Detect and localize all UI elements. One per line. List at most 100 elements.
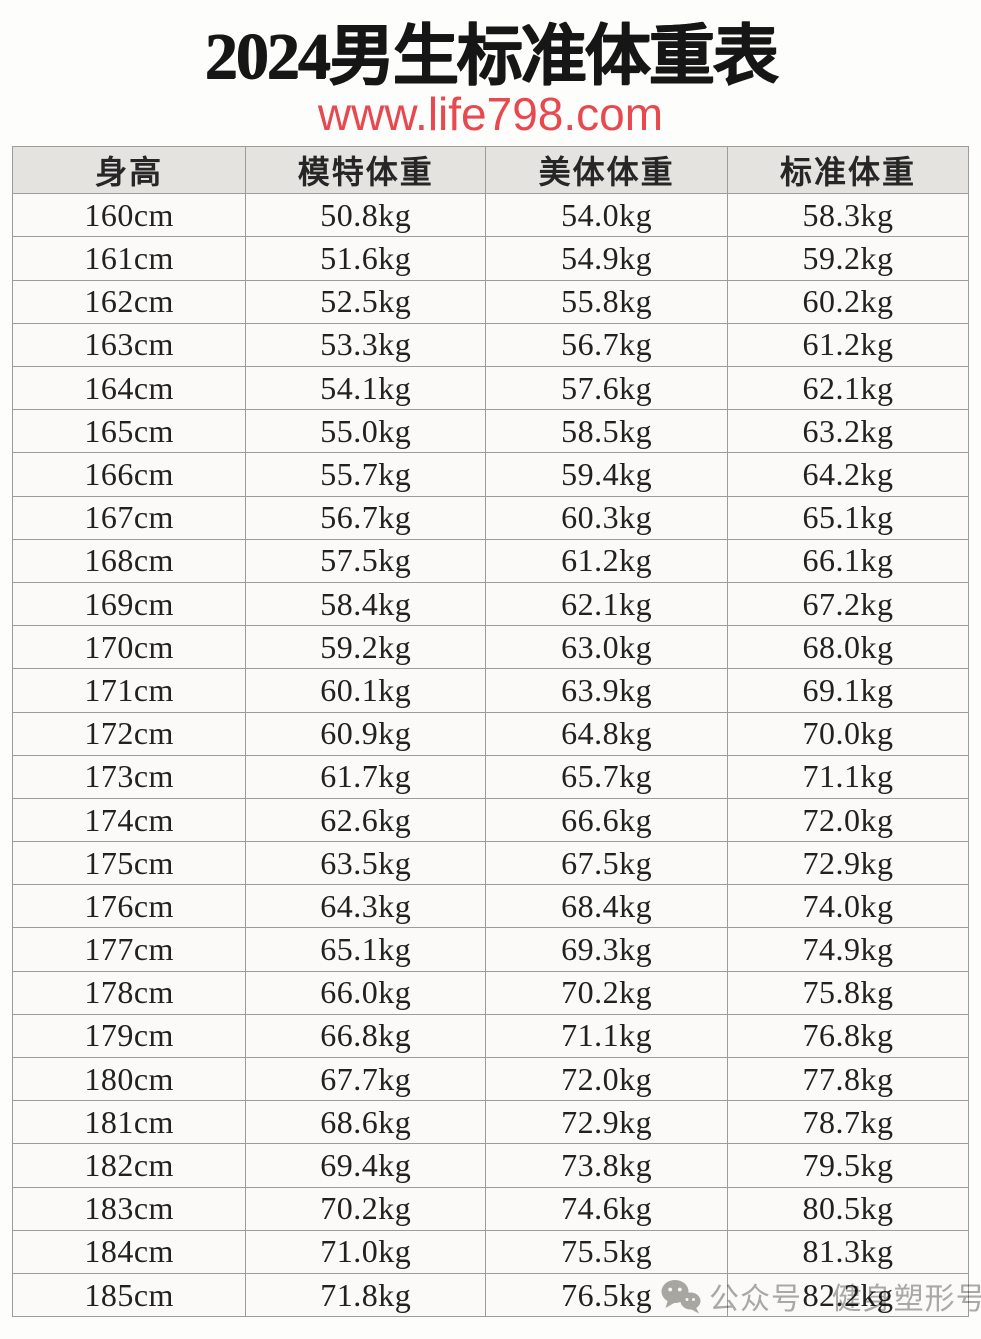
height-cell: 160cm [11,193,247,238]
standard-weight-cell: 72.0kg [727,797,969,843]
height-cell: 174cm [11,797,247,843]
height-cell: 180cm [11,1057,247,1102]
standard-weight-cell: 76.8kg [727,1013,969,1059]
beauty-weight-cell: 62.1kg [485,581,729,627]
model-weight-cell: 68.6kg [245,1100,487,1145]
standard-weight-cell: 81.3kg [727,1229,969,1274]
model-weight-cell: 51.6kg [245,236,487,281]
height-cell: 176cm [11,884,247,929]
model-weight-cell: 69.4kg [245,1143,487,1188]
model-weight-cell: 59.2kg [245,625,487,670]
table-row: 175cm 63.5kg 67.5kg 72.9kg [11,841,969,886]
standard-weight-cell: 82.2kg [727,1272,969,1318]
beauty-weight-cell: 70.2kg [485,970,729,1015]
table-row: 172cm 60.9kg 64.8kg 70.0kg [11,711,969,756]
model-weight-cell: 64.3kg [245,884,487,929]
height-cell: 165cm [11,409,247,454]
website-url: www.life798.com [317,88,664,141]
standard-weight-cell: 80.5kg [727,1186,969,1231]
table-row: 168cm 57.5kg 61.2kg 66.1kg [11,538,969,583]
table-row: 179cm 66.8kg 71.1kg 76.8kg [11,1013,969,1059]
beauty-weight-cell: 56.7kg [485,322,729,368]
standard-weight-cell: 64.2kg [727,452,969,497]
beauty-weight-cell: 75.5kg [485,1229,729,1274]
model-weight-cell: 50.8kg [245,193,487,238]
model-weight-cell: 71.0kg [245,1229,487,1274]
beauty-weight-cell: 63.9kg [485,668,729,713]
table-row: 166cm 55.7kg 59.4kg 64.2kg [11,452,969,497]
model-weight-cell: 55.7kg [245,452,487,497]
height-cell: 166cm [11,452,247,497]
model-weight-cell: 65.1kg [245,927,487,972]
table-row: 176cm 64.3kg 68.4kg 74.0kg [11,884,969,929]
model-weight-cell: 63.5kg [245,841,487,886]
table-row: 180cm 67.7kg 72.0kg 77.8kg [11,1057,969,1102]
table-row: 164cm 54.1kg 57.6kg 62.1kg [11,366,969,411]
beauty-weight-cell: 76.5kg [485,1272,729,1318]
table-row: 165cm 55.0kg 58.5kg 63.2kg [11,409,969,454]
table-row: 184cm 71.0kg 75.5kg 81.3kg [11,1229,969,1274]
height-cell: 162cm [11,279,247,324]
model-weight-cell: 70.2kg [245,1186,487,1231]
height-cell: 181cm [11,1100,247,1145]
height-cell: 170cm [11,625,247,670]
page-title: 2024男生标准体重表 [204,20,779,93]
model-weight-cell: 53.3kg [245,322,487,368]
height-cell: 167cm [11,495,247,540]
model-weight-cell: 66.0kg [245,970,487,1015]
model-weight-cell: 66.8kg [245,1013,487,1059]
standard-weight-cell: 66.1kg [727,538,969,583]
standard-weight-cell: 77.8kg [727,1057,969,1102]
standard-weight-cell: 71.1kg [727,754,969,799]
standard-weight-cell: 79.5kg [727,1143,969,1188]
col-header-standard-weight: 标准体重 [727,146,969,195]
beauty-weight-cell: 54.0kg [485,193,729,238]
model-weight-cell: 61.7kg [245,754,487,799]
beauty-weight-cell: 74.6kg [485,1186,729,1231]
height-cell: 172cm [11,711,247,756]
beauty-weight-cell: 68.4kg [485,884,729,929]
standard-weight-cell: 65.1kg [727,495,969,540]
beauty-weight-cell: 57.6kg [485,366,729,411]
model-weight-cell: 56.7kg [245,495,487,540]
standard-weight-cell: 75.8kg [727,970,969,1015]
height-cell: 164cm [11,366,247,411]
table-row: 182cm 69.4kg 73.8kg 79.5kg [11,1143,969,1188]
height-cell: 185cm [11,1272,247,1318]
table-body: 160cm 50.8kg 54.0kg 58.3kg 161cm 51.6kg … [11,193,969,1318]
beauty-weight-cell: 63.0kg [485,625,729,670]
table-row: 170cm 59.2kg 63.0kg 68.0kg [11,625,969,670]
height-cell: 161cm [11,236,247,281]
height-cell: 168cm [11,538,247,583]
height-cell: 173cm [11,754,247,799]
height-cell: 175cm [11,841,247,886]
standard-weight-cell: 74.0kg [727,884,969,929]
model-weight-cell: 71.8kg [245,1272,487,1318]
col-header-height: 身高 [11,146,247,195]
beauty-weight-cell: 55.8kg [485,279,729,324]
table-row: 183cm 70.2kg 74.6kg 80.5kg [11,1186,969,1231]
table-row: 171cm 60.1kg 63.9kg 69.1kg [11,668,969,713]
col-header-model-weight: 模特体重 [245,146,487,195]
standard-weight-cell: 61.2kg [727,322,969,368]
standard-weight-cell: 59.2kg [727,236,969,281]
height-cell: 182cm [11,1143,247,1188]
height-cell: 177cm [11,927,247,972]
standard-weight-cell: 69.1kg [727,668,969,713]
standard-weight-cell: 72.9kg [727,841,969,886]
beauty-weight-cell: 67.5kg [485,841,729,886]
model-weight-cell: 58.4kg [245,581,487,627]
standard-weight-cell: 78.7kg [727,1100,969,1145]
height-cell: 184cm [11,1229,247,1274]
table-row: 167cm 56.7kg 60.3kg 65.1kg [11,495,969,540]
beauty-weight-cell: 66.6kg [485,797,729,843]
beauty-weight-cell: 65.7kg [485,754,729,799]
model-weight-cell: 60.9kg [245,711,487,756]
beauty-weight-cell: 60.3kg [485,495,729,540]
model-weight-cell: 52.5kg [245,279,487,324]
height-cell: 183cm [11,1186,247,1231]
table-row: 161cm 51.6kg 54.9kg 59.2kg [11,236,969,281]
height-cell: 171cm [11,668,247,713]
model-weight-cell: 67.7kg [245,1057,487,1102]
